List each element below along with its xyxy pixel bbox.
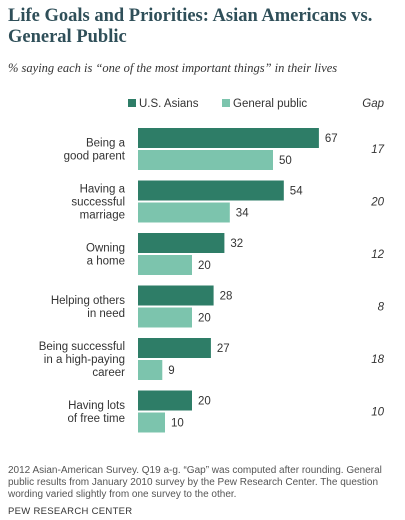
bar-us-asians bbox=[138, 180, 284, 201]
source-credit: PEW RESEARCH CENTER bbox=[8, 506, 133, 517]
legend-label-general-public: General public bbox=[233, 98, 307, 110]
data-label-us-asians: 67 bbox=[325, 133, 338, 145]
legend-label-us-asians: U.S. Asians bbox=[139, 98, 199, 110]
bar-us-asians bbox=[138, 338, 211, 358]
category-label: Being a good parent bbox=[64, 138, 126, 163]
gap-value: 18 bbox=[371, 354, 384, 366]
gap-value: 10 bbox=[371, 407, 384, 419]
bar-general-public bbox=[138, 150, 273, 170]
legend-swatch-us-asians bbox=[128, 99, 136, 107]
category-label: Helping others in need bbox=[51, 295, 125, 320]
gap-value: 17 bbox=[371, 144, 384, 156]
data-label-us-asians: 28 bbox=[220, 291, 233, 303]
category-label: Being successful in a high-paying career bbox=[39, 341, 125, 379]
gap-value: 8 bbox=[378, 302, 385, 314]
bar-us-asians bbox=[138, 285, 214, 306]
category-label: Having a successful marriage bbox=[71, 184, 125, 222]
data-label-general-public: 10 bbox=[171, 418, 184, 430]
data-label-us-asians: 20 bbox=[198, 396, 211, 408]
bar-general-public bbox=[138, 307, 192, 328]
bar-us-asians bbox=[138, 128, 319, 148]
gap-value: 20 bbox=[370, 197, 384, 209]
bar-general-public bbox=[138, 412, 165, 433]
data-label-us-asians: 54 bbox=[290, 186, 303, 198]
category-label: Having lots of free time bbox=[67, 400, 125, 425]
bar-general-public bbox=[138, 360, 163, 380]
bar-us-asians bbox=[138, 390, 192, 411]
gap-header: Gap bbox=[362, 98, 384, 110]
gap-value: 12 bbox=[371, 249, 384, 261]
bar-general-public bbox=[138, 202, 230, 223]
data-label-general-public: 9 bbox=[168, 365, 174, 377]
data-label-us-asians: 32 bbox=[230, 238, 243, 250]
category-label: Owning a home bbox=[86, 243, 125, 268]
bar-us-asians bbox=[138, 233, 225, 253]
data-label-general-public: 50 bbox=[279, 155, 292, 167]
legend: U.S. Asians General public bbox=[128, 98, 307, 110]
legend-swatch-general-public bbox=[222, 99, 230, 107]
bar-general-public bbox=[138, 255, 192, 275]
data-label-general-public: 20 bbox=[198, 260, 211, 272]
footnote: 2012 Asian-American Survey. Q19 a-g. “Ga… bbox=[8, 465, 382, 500]
data-label-general-public: 34 bbox=[236, 208, 249, 220]
chart-subtitle: % saying each is “one of the most import… bbox=[8, 61, 338, 75]
data-label-general-public: 20 bbox=[198, 313, 211, 325]
chart-title: Life Goals and Priorities: Asian America… bbox=[8, 6, 373, 47]
data-label-us-asians: 27 bbox=[217, 343, 230, 355]
